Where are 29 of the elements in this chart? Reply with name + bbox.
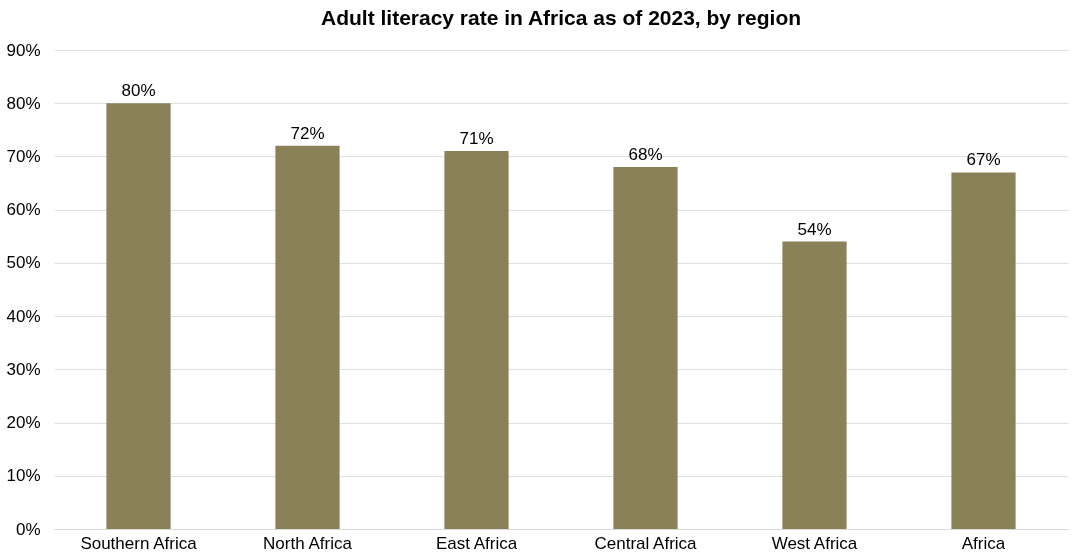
y-tick-label: 90% — [6, 40, 41, 60]
y-tick-label: 60% — [6, 200, 41, 220]
data-label: 68% — [628, 145, 663, 165]
bar — [106, 103, 171, 529]
data-label: 80% — [121, 81, 156, 101]
bar — [275, 145, 340, 529]
bar — [782, 241, 847, 529]
y-tick-label: 50% — [6, 253, 41, 273]
y-tick-label: 0% — [15, 519, 41, 539]
x-tick-label: Central Africa — [594, 533, 698, 553]
bar — [951, 172, 1016, 529]
bar — [613, 167, 678, 529]
y-tick-label: 80% — [6, 93, 41, 113]
chart-title: Adult literacy rate in Africa as of 2023, by region — [320, 6, 802, 29]
x-tick-label: Africa — [961, 533, 1006, 553]
data-label: 67% — [966, 150, 1001, 170]
bar — [444, 151, 509, 529]
y-tick-label: 40% — [6, 306, 41, 326]
data-label: 71% — [459, 129, 494, 149]
x-tick-label: West Africa — [771, 533, 858, 553]
y-tick-label: 20% — [6, 413, 41, 433]
x-tick-label: North Africa — [263, 533, 353, 553]
y-tick-label: 30% — [6, 359, 41, 379]
y-tick-label: 70% — [6, 146, 41, 166]
data-label: 54% — [797, 219, 832, 239]
x-tick-label: East Africa — [435, 533, 518, 553]
x-tick-label: Southern Africa — [80, 533, 198, 553]
y-tick-label: 10% — [6, 466, 41, 486]
data-label: 72% — [290, 123, 325, 143]
